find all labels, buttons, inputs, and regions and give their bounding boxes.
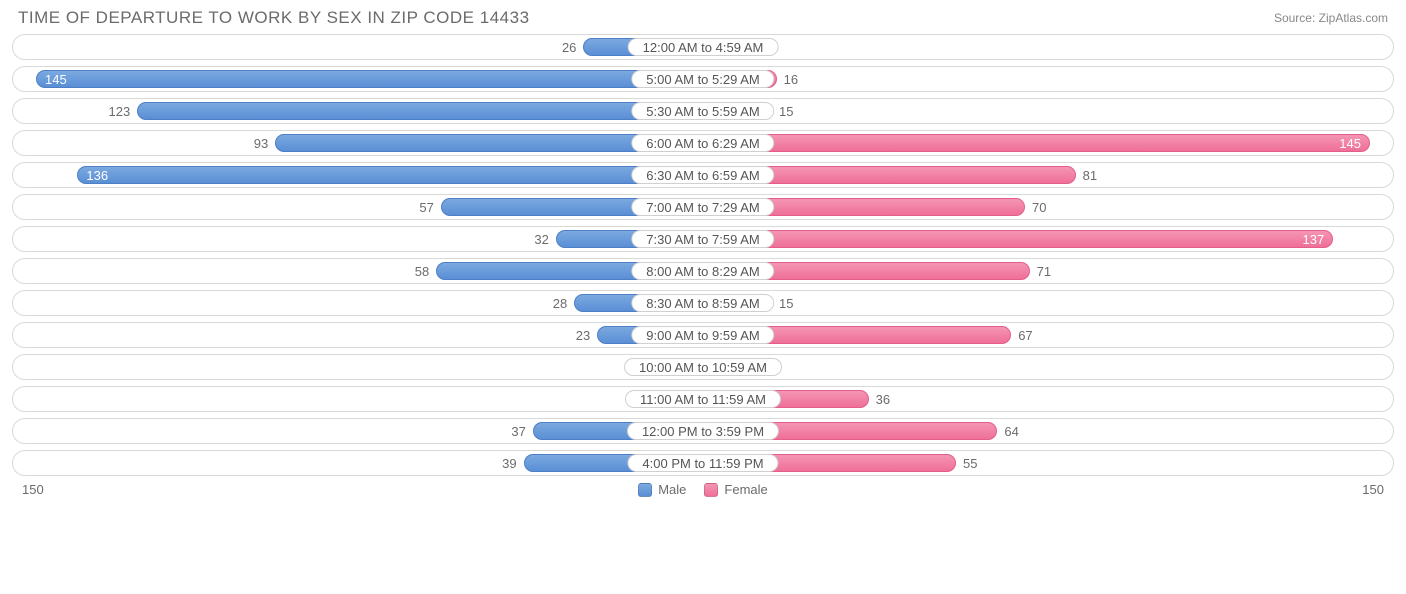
male-half: 2 [13,387,703,411]
male-value: 37 [503,423,533,439]
time-range-label: 11:00 AM to 11:59 AM [625,390,781,408]
chart-row: 136 81 6:30 AM to 6:59 AM [12,162,1394,188]
female-bar: 145 [703,134,1370,152]
legend-male-label: Male [658,482,686,497]
male-value: 28 [545,295,575,311]
time-range-label: 8:30 AM to 8:59 AM [631,294,774,312]
female-value: 15 [771,103,801,119]
female-swatch-icon [704,483,718,497]
chart-row: 32 137 7:30 AM to 7:59 AM [12,226,1394,252]
time-range-label: 7:00 AM to 7:29 AM [631,198,774,216]
time-range-label: 6:00 AM to 6:29 AM [631,134,774,152]
male-value: 93 [246,135,276,151]
legend-female-label: Female [724,482,767,497]
time-range-label: 4:00 PM to 11:59 PM [627,454,778,472]
male-half: 26 [13,35,703,59]
male-half: 93 [13,131,703,155]
male-value: 123 [101,103,139,119]
chart-header: TIME OF DEPARTURE TO WORK BY SEX IN ZIP … [12,8,1394,28]
male-swatch-icon [638,483,652,497]
female-bar: 137 [703,230,1333,248]
female-value: 71 [1029,263,1059,279]
legend-item-female: Female [704,482,767,497]
chart-row: 58 71 8:00 AM to 8:29 AM [12,258,1394,284]
chart-row: 145 165:00 AM to 5:29 AM [12,66,1394,92]
chart-row: 26 412:00 AM to 4:59 AM [12,34,1394,60]
male-half: 23 [13,323,703,347]
axis-max-left: 150 [22,482,44,497]
male-bar: 123 [137,102,703,120]
chart-row: 37 64 12:00 PM to 3:59 PM [12,418,1394,444]
male-half: 0 [13,355,703,379]
chart-row: 57 70 7:00 AM to 7:29 AM [12,194,1394,220]
male-value: 58 [407,263,437,279]
legend-item-male: Male [638,482,686,497]
chart-row: 0510:00 AM to 10:59 AM [12,354,1394,380]
time-range-label: 5:30 AM to 5:59 AM [631,102,774,120]
time-range-label: 6:30 AM to 6:59 AM [631,166,774,184]
female-value: 137 [1294,231,1332,247]
axis-max-right: 150 [1362,482,1384,497]
female-half: 16 [703,67,1393,91]
male-value: 23 [568,327,598,343]
time-range-label: 10:00 AM to 10:59 AM [624,358,782,376]
chart-source: Source: ZipAtlas.com [1274,11,1388,25]
male-value: 57 [411,199,441,215]
male-value: 145 [37,71,75,87]
male-bar: 136 [77,166,703,184]
female-value: 145 [1331,135,1369,151]
chart-row: 28 158:30 AM to 8:59 AM [12,290,1394,316]
time-range-label: 12:00 AM to 4:59 AM [628,38,779,56]
chart-footer: 150 Male Female 150 [12,482,1394,497]
time-range-label: 9:00 AM to 9:59 AM [631,326,774,344]
chart-row: 39 55 4:00 PM to 11:59 PM [12,450,1394,476]
male-value: 136 [78,167,116,183]
diverging-bar-chart: 26412:00 AM to 4:59 AM145165:00 AM to 5:… [12,34,1394,476]
female-value: 81 [1075,167,1105,183]
female-half: 5 [703,355,1393,379]
female-half: 67 [703,323,1393,347]
chart-row: 23 67 9:00 AM to 9:59 AM [12,322,1394,348]
female-value: 70 [1024,199,1054,215]
female-value: 55 [955,455,985,471]
chart-row: 93 145 6:00 AM to 6:29 AM [12,130,1394,156]
female-half: 71 [703,259,1393,283]
female-value: 36 [868,391,898,407]
female-half: 70 [703,195,1393,219]
female-half: 36 [703,387,1393,411]
chart-title: TIME OF DEPARTURE TO WORK BY SEX IN ZIP … [18,8,530,28]
female-value: 15 [771,295,801,311]
male-half: 58 [13,259,703,283]
male-half: 37 [13,419,703,443]
male-half: 123 [13,99,703,123]
female-half: 15 [703,291,1393,315]
male-half: 28 [13,291,703,315]
chart-row: 123 155:30 AM to 5:59 AM [12,98,1394,124]
male-half: 57 [13,195,703,219]
legend: Male Female [44,482,1363,497]
time-range-label: 12:00 PM to 3:59 PM [627,422,779,440]
female-value: 16 [776,71,806,87]
female-value: 64 [996,423,1026,439]
female-half: 145 [703,131,1393,155]
female-half: 137 [703,227,1393,251]
female-half: 55 [703,451,1393,475]
female-value: 67 [1010,327,1040,343]
female-half: 4 [703,35,1393,59]
female-half: 15 [703,99,1393,123]
time-range-label: 7:30 AM to 7:59 AM [631,230,774,248]
male-value: 39 [494,455,524,471]
male-value: 32 [526,231,556,247]
chart-row: 2 36 11:00 AM to 11:59 AM [12,386,1394,412]
time-range-label: 5:00 AM to 5:29 AM [631,70,774,88]
male-bar: 145 [36,70,703,88]
male-half: 145 [13,67,703,91]
female-half: 64 [703,419,1393,443]
male-half: 39 [13,451,703,475]
male-value: 26 [554,39,584,55]
male-half: 136 [13,163,703,187]
male-half: 32 [13,227,703,251]
female-half: 81 [703,163,1393,187]
time-range-label: 8:00 AM to 8:29 AM [631,262,774,280]
